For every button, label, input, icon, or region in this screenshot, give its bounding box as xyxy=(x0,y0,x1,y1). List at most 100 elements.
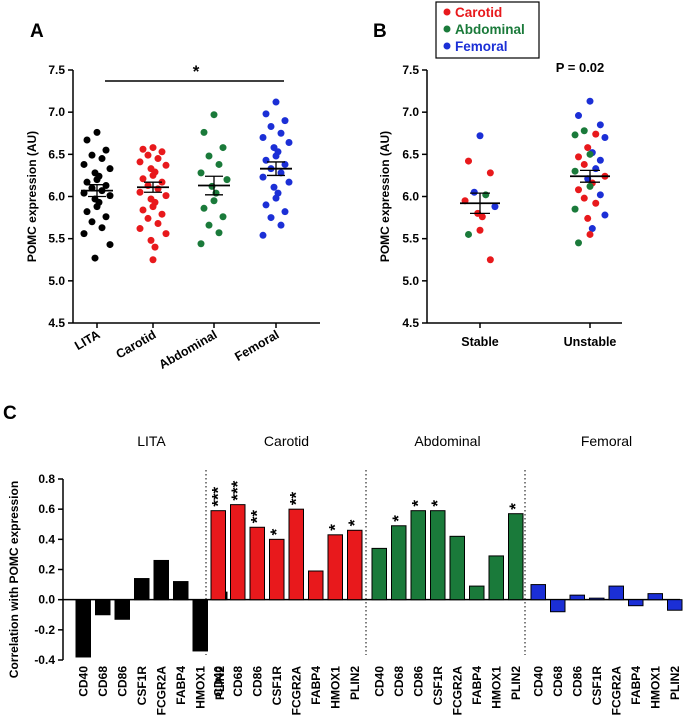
data-point-carotid xyxy=(154,219,162,227)
x-tick-label-fcgr2a: FCGR2A xyxy=(450,666,464,716)
data-point-femoral xyxy=(259,231,267,239)
bar-femoral-csf1r xyxy=(589,597,605,601)
data-point-unstable-abdominal xyxy=(571,131,579,139)
y-tick-label: 0.0 xyxy=(38,593,55,607)
x-tick-label-cd40: CD40 xyxy=(531,666,545,697)
data-point-unstable-carotid xyxy=(580,194,588,202)
data-point-unstable-femoral xyxy=(596,191,604,199)
x-tick-label-cd40: CD40 xyxy=(372,666,386,697)
legend-label-carotid: Carotid xyxy=(455,5,502,20)
data-point-femoral xyxy=(262,110,270,118)
bar-lita-cd68 xyxy=(95,599,111,616)
data-point-abdominal xyxy=(219,213,227,221)
data-point-lita xyxy=(93,176,101,184)
x-tick-label-cd68: CD68 xyxy=(96,666,110,697)
panel-label-a: A xyxy=(30,21,44,42)
legend-marker-carotid xyxy=(443,8,451,16)
bar-lita-fcgr2a xyxy=(153,559,169,601)
data-point-femoral xyxy=(262,201,270,209)
x-tick-label-hmox1: HMOX1 xyxy=(648,666,662,709)
data-point-stable-abdominal xyxy=(465,230,472,238)
significance-carotid-fcgr2a: ** xyxy=(286,492,305,506)
data-point-unstable-carotid xyxy=(575,153,582,161)
data-point-abdominal xyxy=(197,169,205,177)
data-point-femoral xyxy=(277,221,285,229)
data-point-lita xyxy=(102,182,110,190)
y-tick-label: 0.4 xyxy=(38,532,55,546)
data-point-stable-femoral xyxy=(491,203,499,211)
data-point-abdominal xyxy=(223,176,231,184)
p-value: P = 0.02 xyxy=(556,60,605,75)
bar-carotid-fcgr2a xyxy=(288,508,304,601)
x-tick-label-fcgr2a: FCGR2A xyxy=(289,666,303,716)
significance-carotid-csf1r: * xyxy=(267,528,286,535)
bar-femoral-plin2 xyxy=(667,599,683,611)
data-point-femoral xyxy=(262,156,270,164)
y-axis-title: POMC expression (AU) xyxy=(25,131,39,262)
data-point-unstable-carotid xyxy=(584,144,592,152)
y-tick-label: 6.5 xyxy=(48,147,65,161)
x-tick-label-cd86: CD86 xyxy=(115,666,129,697)
significance-abdominal-cd68: * xyxy=(389,515,408,522)
bar-abdominal-cd68 xyxy=(391,525,407,601)
data-point-lita xyxy=(106,241,114,249)
data-point-femoral xyxy=(259,173,267,181)
bar-femoral-cd86 xyxy=(569,594,585,601)
y-tick-label: -0.4 xyxy=(34,653,55,667)
group-title-lita: LITA xyxy=(137,433,166,449)
data-point-abdominal xyxy=(200,204,208,212)
data-point-femoral xyxy=(267,214,275,222)
y-axis-title: POMC expression (AU) xyxy=(378,131,392,262)
x-tick-label-plin2: PLIN2 xyxy=(213,666,227,700)
panel-b: 4.5 5.0 5.5 6.0 6.5 7.0 7.5 POMC expression (AU… xyxy=(378,1,622,349)
x-tick-label-cd86: CD86 xyxy=(250,666,264,697)
x-tick-label-fcgr2a: FCGR2A xyxy=(609,666,623,716)
data-point-stable-femoral xyxy=(476,132,484,140)
data-point-lita xyxy=(98,155,106,163)
bar-carotid-cd40 xyxy=(210,510,226,601)
x-tick-label-cd40: CD40 xyxy=(211,666,225,697)
data-point-carotid xyxy=(136,188,144,196)
data-point-carotid xyxy=(139,206,147,214)
y-tick-label: 7.0 xyxy=(402,105,419,119)
data-point-unstable-femoral xyxy=(588,225,596,233)
data-point-unstable-abdominal xyxy=(580,127,588,135)
panel-label-b: B xyxy=(373,21,387,42)
x-tick-label-cd68: CD68 xyxy=(551,666,565,697)
data-point-unstable-carotid xyxy=(586,230,594,238)
data-point-abdominal xyxy=(219,144,227,152)
data-point-carotid xyxy=(149,171,157,179)
bar-carotid-cd68 xyxy=(230,504,246,601)
x-tick-label-hmox1: HMOX1 xyxy=(328,666,342,709)
significance-abdominal-csf1r: * xyxy=(428,500,447,507)
data-point-abdominal xyxy=(205,221,213,229)
data-point-femoral xyxy=(281,117,289,125)
data-point-carotid xyxy=(151,243,159,251)
data-point-carotid xyxy=(154,155,162,163)
data-point-femoral xyxy=(272,152,280,160)
data-point-lita xyxy=(106,165,114,173)
x-tick-label-fabp4: FABP4 xyxy=(470,666,484,705)
data-point-lita xyxy=(83,208,91,216)
bar-abdominal-cd86 xyxy=(410,510,426,601)
panel-a: 4.5 5.0 5.5 6.0 6.5 7.0 7.5 POMC expression (AU… xyxy=(25,62,320,372)
significance-carotid-hmox1: * xyxy=(325,524,344,531)
data-point-carotid xyxy=(162,192,170,200)
y-tick-label: 6.5 xyxy=(402,147,419,161)
data-point-lita xyxy=(88,151,96,159)
x-tick-label-cd86: CD86 xyxy=(411,666,425,697)
data-point-unstable-femoral xyxy=(586,97,594,105)
bar-abdominal-csf1r xyxy=(430,510,446,601)
x-tick-label-csf1r: CSF1R xyxy=(590,666,604,706)
data-point-stable-carotid xyxy=(486,256,494,264)
bar-carotid-cd86 xyxy=(249,526,265,601)
data-point-carotid xyxy=(149,256,157,264)
y-tick-label: 5.5 xyxy=(402,232,419,246)
legend-box xyxy=(435,1,540,59)
bar-lita-hmox1 xyxy=(192,599,208,652)
y-tick-label: 4.5 xyxy=(402,316,419,330)
bar-femoral-cd68 xyxy=(550,599,566,613)
data-point-abdominal xyxy=(197,240,205,248)
bar-abdominal-cd40 xyxy=(371,547,387,601)
y-tick-label: 5.0 xyxy=(48,274,65,288)
